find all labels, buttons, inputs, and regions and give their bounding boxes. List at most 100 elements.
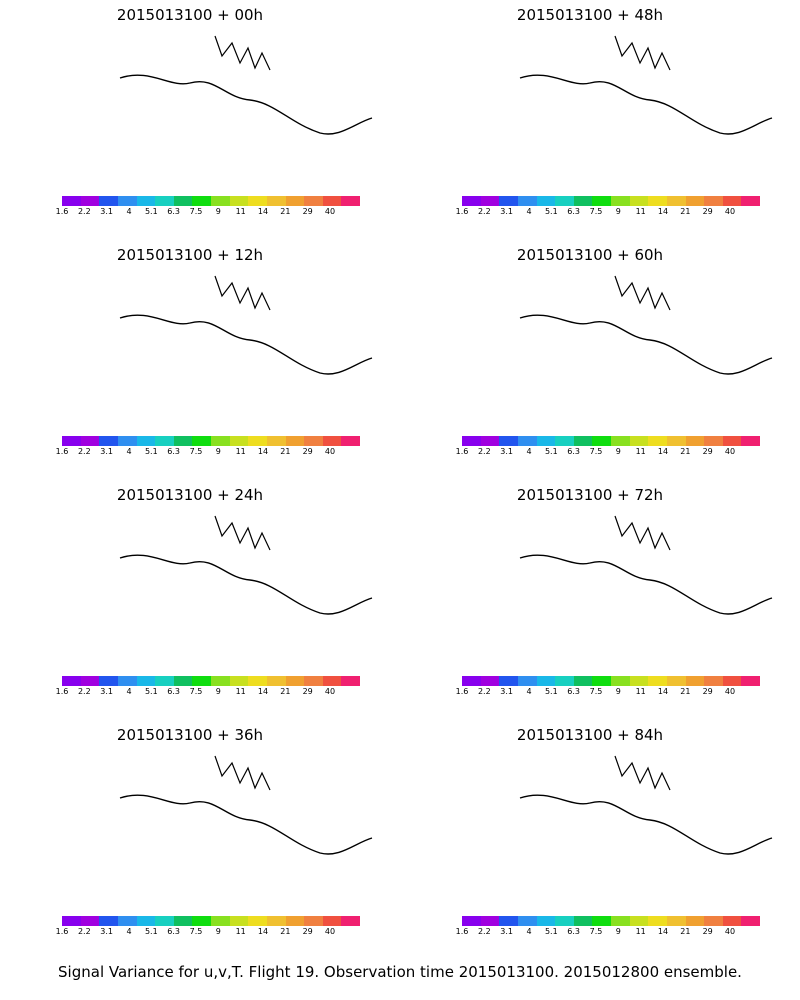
- colorbar-swatch: [592, 916, 611, 926]
- colorbar-ticks: 1.6 2.2 3.1 4 5.1 6.3 7.5 9 11 14 21 29 40: [50, 207, 370, 219]
- colorbar-tick-label: 6.3: [567, 207, 581, 216]
- coastline: [214, 35, 271, 71]
- colorbar-swatch: [555, 436, 574, 446]
- colorbar-swatch: [666, 436, 686, 446]
- colorbar-swatch: [211, 436, 230, 446]
- colorbar-tick-label: 6.3: [167, 687, 181, 696]
- colorbar-tick-label: 4: [126, 927, 132, 936]
- colorbar-swatch: [80, 916, 100, 926]
- colorbar-swatch: [322, 916, 342, 926]
- colorbar-swatch: [62, 436, 81, 446]
- colorbar-tick-label: 29: [702, 927, 713, 936]
- colorbar-swatch: [517, 916, 537, 926]
- colorbar-tick-label: 4: [526, 447, 532, 456]
- colorbar-tick-label: 29: [302, 927, 313, 936]
- colorbar-tick-label: 11: [635, 927, 646, 936]
- colorbar-swatch: [480, 676, 500, 686]
- colorbar: [462, 676, 760, 686]
- colorbar-tick-label: 1.6: [455, 687, 469, 696]
- colorbar-swatch: [285, 436, 305, 446]
- colorbar: [462, 196, 760, 206]
- colorbar-tick-label: 5.1: [144, 207, 158, 216]
- colorbar-swatch: [117, 196, 137, 206]
- colorbar-tick-label: 14: [257, 927, 269, 936]
- colorbar-tick-label: 14: [657, 927, 669, 936]
- colorbar-swatch: [155, 676, 174, 686]
- colorbar-tick-label: 29: [302, 207, 313, 216]
- colorbar-swatch: [117, 436, 137, 446]
- coastline: [119, 794, 373, 855]
- map-panel: 2015013100 + 12h 1.6 2.2 3.1 4 5.1 6.3 7.5 9 11 14…: [0, 240, 400, 478]
- colorbar-swatch: [285, 196, 305, 206]
- colorbar: [462, 436, 760, 446]
- colorbar-ticks: 1.6 2.2 3.1 4 5.1 6.3 7.5 9 11 14 21 29 40: [50, 927, 370, 939]
- colorbar-swatch: [741, 436, 760, 446]
- colorbar: [62, 196, 360, 206]
- colorbar-swatch: [517, 196, 537, 206]
- colorbar: [462, 916, 760, 926]
- colorbar-tick-label: 21: [680, 207, 691, 216]
- colorbar-swatch: [229, 436, 249, 446]
- colorbar-swatch: [62, 196, 81, 206]
- colorbar-swatch: [611, 436, 630, 446]
- colorbar-swatch: [573, 916, 593, 926]
- coastline: [614, 755, 671, 791]
- colorbar-swatch: [741, 196, 760, 206]
- colorbar-swatch: [173, 196, 193, 206]
- colorbar-swatch: [266, 916, 286, 926]
- colorbar-tick-label: 11: [235, 687, 246, 696]
- colorbar-tick-label: 21: [680, 687, 691, 696]
- colorbar-tick-label: 5.1: [544, 447, 558, 456]
- map-panel: 2015013100 + 60h 1.6 2.2 3.1 4 5.1 6.3 7.5 9 11 14…: [400, 240, 800, 478]
- colorbar-tick-label: 2.2: [477, 207, 491, 216]
- map-panel: 2015013100 + 72h 1.6 2.2 3.1 4 5.1 6.3 7.5 9 11 14…: [400, 480, 800, 718]
- colorbar-swatch: [322, 436, 342, 446]
- polar-map: [519, 35, 773, 135]
- coastline: [614, 515, 671, 551]
- colorbar-tick-label: 40: [724, 447, 736, 456]
- colorbar-swatch: [722, 436, 742, 446]
- colorbar-swatch: [611, 676, 630, 686]
- colorbar: [62, 436, 360, 446]
- panel-title: 2015013100 + 00h: [116, 6, 264, 24]
- colorbar-swatch: [573, 676, 593, 686]
- colorbar-tick-label: 1.6: [455, 447, 469, 456]
- colorbar-swatch: [573, 436, 593, 446]
- colorbar-tick-label: 29: [702, 447, 713, 456]
- colorbar-tick-label: 11: [235, 927, 246, 936]
- colorbar-swatch: [629, 916, 649, 926]
- colorbar-tick-label: 1.6: [455, 927, 469, 936]
- colorbar-tick-label: 21: [680, 447, 691, 456]
- map-panel: 2015013100 + 84h 1.6 2.2 3.1 4 5.1 6.3 7.5 9 11 14…: [400, 720, 800, 958]
- colorbar-tick-label: 29: [302, 447, 313, 456]
- colorbar-tick-label: 9: [215, 447, 221, 456]
- colorbar-tick-label: 2.2: [77, 687, 91, 696]
- panel-title: 2015013100 + 72h: [516, 486, 664, 504]
- colorbar-tick-label: 6.3: [167, 927, 181, 936]
- colorbar-tick-label: 5.1: [544, 927, 558, 936]
- colorbar-swatch: [573, 196, 593, 206]
- colorbar-ticks: 1.6 2.2 3.1 4 5.1 6.3 7.5 9 11 14 21 29 40: [450, 447, 770, 459]
- colorbar-tick-label: 21: [680, 927, 691, 936]
- colorbar-tick-label: 40: [724, 927, 736, 936]
- colorbar-swatch: [304, 916, 323, 926]
- colorbar-swatch: [341, 436, 360, 446]
- colorbar-ticks: 1.6 2.2 3.1 4 5.1 6.3 7.5 9 11 14 21 29 40: [450, 927, 770, 939]
- panel-title: 2015013100 + 60h: [516, 246, 664, 264]
- colorbar-tick-label: 11: [235, 447, 246, 456]
- colorbar-swatch: [517, 676, 537, 686]
- colorbar-tick-label: 11: [635, 207, 646, 216]
- colorbar-tick-label: 40: [324, 447, 336, 456]
- colorbar-tick-label: 3.1: [500, 927, 514, 936]
- colorbar-tick-label: 3.1: [500, 687, 514, 696]
- figure-caption: Signal Variance for u,v,T. Flight 19. Ob…: [58, 963, 742, 981]
- colorbar-swatch: [536, 916, 556, 926]
- colorbar-swatch: [704, 916, 723, 926]
- panel-title: 2015013100 + 12h: [116, 246, 264, 264]
- colorbar-swatch: [685, 916, 705, 926]
- colorbar-tick-label: 3.1: [100, 207, 114, 216]
- colorbar-swatch: [480, 436, 500, 446]
- colorbar-tick-label: 1.6: [55, 447, 69, 456]
- colorbar-swatch: [304, 196, 323, 206]
- colorbar-swatch: [173, 916, 193, 926]
